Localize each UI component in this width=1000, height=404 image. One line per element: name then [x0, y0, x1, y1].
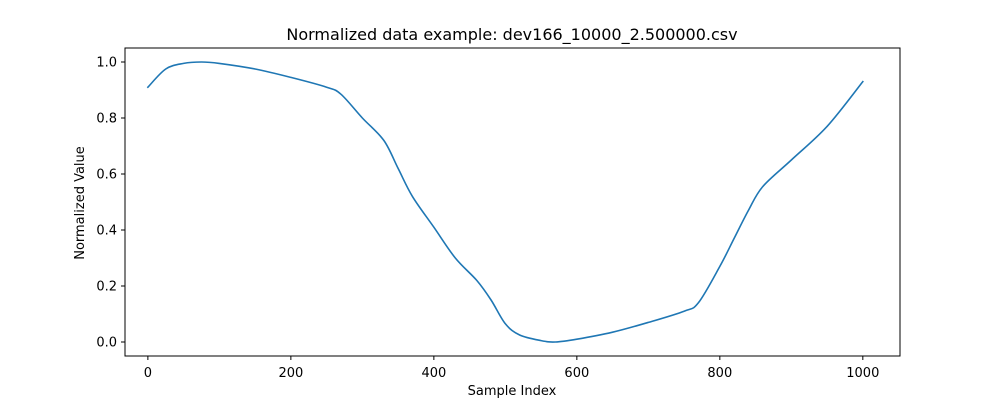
y-tick-label: 0.4: [96, 224, 117, 239]
axes-frame: [124, 47, 901, 357]
x-tick-label: 0: [144, 366, 152, 381]
x-axis-ticks: 0 200 400 600 800 1000: [144, 356, 879, 381]
plot-area: [124, 47, 901, 357]
y-tick-label: 0.2: [96, 280, 117, 295]
x-tick-label: 600: [564, 366, 589, 381]
y-tick-label: 0.6: [96, 168, 117, 183]
x-tick-label: 800: [707, 366, 732, 381]
x-tick-label: 200: [278, 366, 303, 381]
x-tick-label: 400: [421, 366, 446, 381]
chart-title: Normalized data example: dev166_10000_2.…: [286, 25, 737, 45]
y-tick-label: 0.8: [96, 112, 117, 127]
y-tick-label: 0.0: [96, 336, 117, 351]
y-axis-label: Normalized Value: [73, 146, 88, 260]
y-tick-label: 1.0: [96, 56, 117, 71]
x-axis-label: Sample Index: [468, 384, 557, 399]
series-line-0: [146, 61, 864, 343]
y-axis-ticks: 0.0 0.2 0.4 0.6 0.8 1.0: [96, 56, 125, 351]
x-tick-label: 1000: [846, 366, 879, 381]
